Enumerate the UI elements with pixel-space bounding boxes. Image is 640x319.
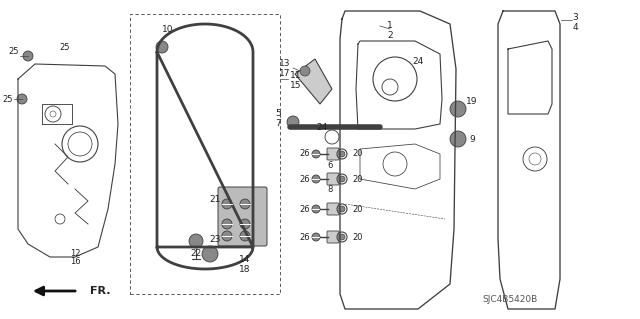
Text: 11: 11 xyxy=(290,71,301,80)
Text: 20: 20 xyxy=(353,204,364,213)
FancyBboxPatch shape xyxy=(327,231,339,243)
Text: 26: 26 xyxy=(300,150,310,159)
Text: 26: 26 xyxy=(300,233,310,241)
Circle shape xyxy=(312,205,320,213)
Text: 18: 18 xyxy=(239,264,251,273)
Text: 25: 25 xyxy=(60,42,70,51)
Circle shape xyxy=(339,176,345,182)
Text: 16: 16 xyxy=(70,257,80,266)
Polygon shape xyxy=(295,59,332,104)
Text: 14: 14 xyxy=(239,255,251,263)
Text: 6: 6 xyxy=(327,160,333,169)
Text: 25: 25 xyxy=(9,48,19,56)
Circle shape xyxy=(222,231,232,241)
Circle shape xyxy=(300,66,310,76)
Text: 22: 22 xyxy=(190,249,202,258)
Circle shape xyxy=(240,199,250,209)
Text: 26: 26 xyxy=(300,204,310,213)
FancyBboxPatch shape xyxy=(218,187,267,246)
FancyBboxPatch shape xyxy=(327,203,339,215)
Text: 5: 5 xyxy=(275,109,281,118)
Text: 17: 17 xyxy=(279,69,291,78)
Text: 23: 23 xyxy=(209,234,221,243)
Circle shape xyxy=(222,219,232,229)
Text: 1: 1 xyxy=(387,21,393,31)
Circle shape xyxy=(450,131,466,147)
Text: 13: 13 xyxy=(279,58,291,68)
Text: 19: 19 xyxy=(467,97,477,106)
Circle shape xyxy=(450,101,466,117)
Text: 24: 24 xyxy=(412,56,424,65)
Text: 20: 20 xyxy=(353,233,364,241)
Text: 10: 10 xyxy=(163,25,173,33)
FancyBboxPatch shape xyxy=(327,173,339,185)
Circle shape xyxy=(312,175,320,183)
Circle shape xyxy=(23,51,33,61)
Circle shape xyxy=(202,246,218,262)
Circle shape xyxy=(240,231,250,241)
Circle shape xyxy=(312,233,320,241)
Circle shape xyxy=(312,150,320,158)
Circle shape xyxy=(339,206,345,212)
Text: 25: 25 xyxy=(3,94,13,103)
Text: 3: 3 xyxy=(572,12,578,21)
FancyBboxPatch shape xyxy=(327,148,339,160)
Circle shape xyxy=(287,116,299,128)
Text: 8: 8 xyxy=(327,184,333,194)
Text: 4: 4 xyxy=(572,24,578,33)
Text: SJC4B5420B: SJC4B5420B xyxy=(483,294,538,303)
Text: 20: 20 xyxy=(353,174,364,183)
Text: 2: 2 xyxy=(387,31,393,40)
Text: 15: 15 xyxy=(290,80,301,90)
Circle shape xyxy=(339,234,345,240)
Text: 24: 24 xyxy=(316,122,328,131)
Circle shape xyxy=(17,94,27,104)
Text: FR.: FR. xyxy=(90,286,111,296)
Text: 9: 9 xyxy=(469,135,475,144)
Text: 7: 7 xyxy=(275,118,281,128)
Text: 21: 21 xyxy=(209,195,221,204)
Circle shape xyxy=(156,41,168,53)
Text: 20: 20 xyxy=(353,150,364,159)
Circle shape xyxy=(339,151,345,157)
Text: 12: 12 xyxy=(70,249,80,257)
Circle shape xyxy=(222,199,232,209)
Text: 26: 26 xyxy=(300,174,310,183)
Circle shape xyxy=(240,219,250,229)
Circle shape xyxy=(189,234,203,248)
